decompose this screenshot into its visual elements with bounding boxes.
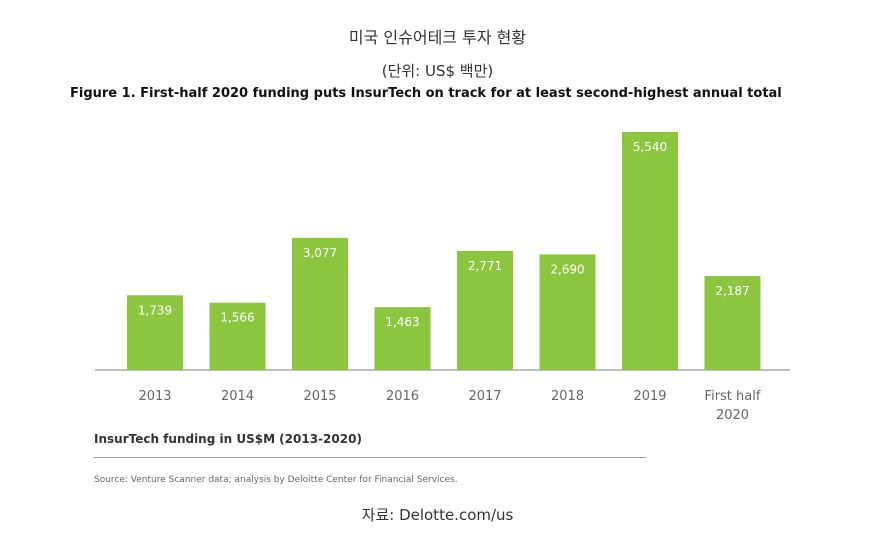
figure-title: Figure 1. First-half 2020 funding puts I… — [70, 86, 782, 101]
bar-value-label-6: 5,540 — [633, 140, 667, 154]
bar-2 — [292, 237, 348, 370]
footer-source: 자료: Delotte.com/us — [361, 506, 514, 524]
bar-value-label-1: 1,566 — [220, 311, 254, 325]
x-tick-label-7: First half 2020 — [705, 389, 761, 423]
x-tick-label-5: 2018 — [551, 389, 584, 404]
x-tick-label-2: 2015 — [303, 389, 336, 404]
page-title: 미국 인슈어테크 투자 현황 — [348, 28, 527, 47]
x-tick-label-4: 2017 — [468, 389, 501, 404]
x-tick-label-6: 2019 — [633, 389, 666, 404]
x-tick-label-0: 2013 — [138, 389, 171, 404]
bar-value-label-2: 3,077 — [303, 246, 337, 260]
bar-7 — [704, 276, 761, 370]
x-tick-label-3: 2016 — [386, 389, 419, 404]
bar-chart: 1,739 2013 1,566 2014 3,077 2015 1,463 2016 2,77… — [95, 132, 790, 423]
bar-4 — [457, 250, 513, 370]
bar-0 — [127, 295, 183, 370]
source-note: Source: Venture Scanner data; analysis b… — [94, 475, 458, 485]
caption-divider — [94, 457, 646, 458]
chart-caption: InsurTech funding in US$M (2013-2020) — [94, 432, 362, 446]
bar-3 — [374, 307, 431, 370]
bar-5 — [539, 254, 596, 370]
bar-value-label-3: 1,463 — [385, 315, 419, 329]
bar-value-label-5: 2,690 — [550, 262, 584, 276]
unit-label: (단위: US$ 백만) — [381, 62, 494, 80]
x-tick-label-1: 2014 — [221, 389, 254, 404]
bar-value-label-4: 2,771 — [468, 259, 502, 273]
bar-6 — [622, 132, 678, 370]
bar-value-label-0: 1,739 — [138, 303, 172, 317]
bar-value-label-7: 2,187 — [715, 284, 749, 298]
bar-1 — [209, 302, 266, 370]
